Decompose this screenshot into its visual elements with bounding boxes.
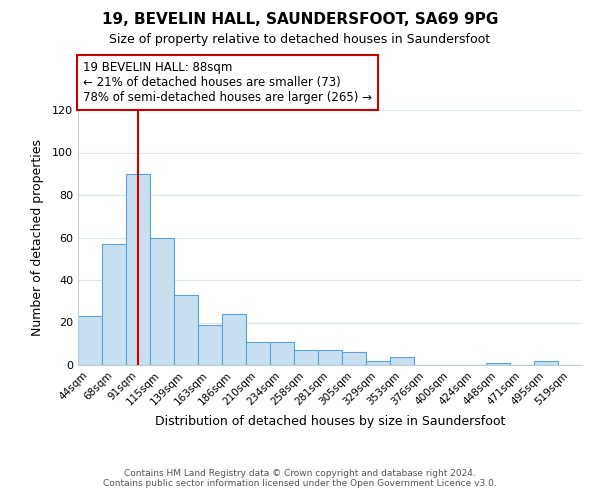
Text: Size of property relative to detached houses in Saundersfoot: Size of property relative to detached ho… — [109, 32, 491, 46]
Bar — [342, 352, 366, 365]
Bar — [174, 295, 198, 365]
Bar — [534, 361, 558, 365]
Bar — [390, 356, 414, 365]
Bar — [198, 324, 222, 365]
Bar — [486, 363, 510, 365]
Bar — [366, 361, 390, 365]
Bar — [294, 350, 318, 365]
Text: 19 BEVELIN HALL: 88sqm
← 21% of detached houses are smaller (73)
78% of semi-det: 19 BEVELIN HALL: 88sqm ← 21% of detached… — [83, 60, 372, 104]
Bar — [270, 342, 294, 365]
Bar — [246, 342, 270, 365]
Bar — [222, 314, 246, 365]
Bar — [126, 174, 150, 365]
X-axis label: Distribution of detached houses by size in Saundersfoot: Distribution of detached houses by size … — [155, 415, 505, 428]
Bar — [78, 316, 102, 365]
Text: Contains HM Land Registry data © Crown copyright and database right 2024.: Contains HM Land Registry data © Crown c… — [124, 468, 476, 477]
Bar — [150, 238, 174, 365]
Bar — [102, 244, 126, 365]
Text: 19, BEVELIN HALL, SAUNDERSFOOT, SA69 9PG: 19, BEVELIN HALL, SAUNDERSFOOT, SA69 9PG — [102, 12, 498, 28]
Y-axis label: Number of detached properties: Number of detached properties — [31, 139, 44, 336]
Bar — [318, 350, 342, 365]
Text: Contains public sector information licensed under the Open Government Licence v3: Contains public sector information licen… — [103, 478, 497, 488]
